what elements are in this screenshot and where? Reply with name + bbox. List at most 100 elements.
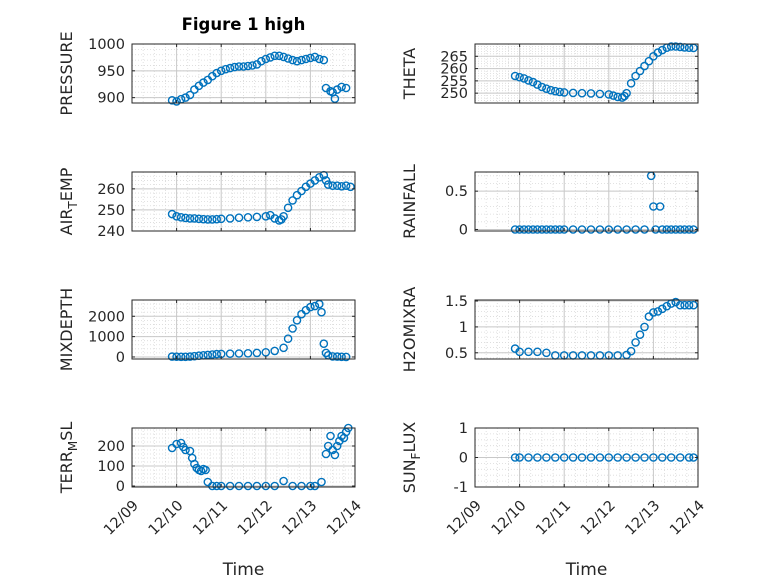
data-point bbox=[542, 348, 551, 358]
data-point bbox=[595, 453, 605, 462]
data-point bbox=[212, 349, 221, 359]
data-point bbox=[341, 83, 351, 93]
data-point bbox=[199, 78, 208, 87]
x-tick-label: 12/11 bbox=[533, 498, 574, 539]
data-point bbox=[551, 86, 560, 96]
y-tick-label: 260 bbox=[97, 182, 125, 198]
data-point bbox=[671, 225, 681, 234]
data-point bbox=[640, 453, 649, 462]
data-point bbox=[675, 453, 685, 462]
data-point bbox=[288, 196, 297, 205]
data-series bbox=[167, 51, 351, 106]
data-point bbox=[283, 54, 293, 63]
data-point bbox=[332, 181, 342, 190]
data-point bbox=[631, 225, 640, 234]
data-point bbox=[519, 74, 529, 83]
axes-box bbox=[474, 299, 699, 360]
data-point bbox=[225, 214, 235, 223]
data-point bbox=[586, 225, 596, 234]
data-point bbox=[317, 477, 326, 487]
data-point bbox=[626, 346, 636, 356]
x-tick-label: 12/10 bbox=[489, 498, 530, 539]
data-point bbox=[248, 61, 257, 70]
major-grid bbox=[474, 300, 699, 359]
data-point bbox=[586, 453, 596, 462]
data-point bbox=[301, 54, 311, 64]
data-point bbox=[167, 352, 177, 361]
data-point bbox=[326, 431, 335, 441]
data-point bbox=[604, 225, 614, 234]
data-point bbox=[510, 71, 520, 81]
data-point bbox=[546, 225, 556, 234]
y-axis-label: PRESSURE bbox=[57, 31, 76, 115]
y-axis-label: H2OMIXRA bbox=[400, 287, 419, 373]
data-point bbox=[212, 214, 221, 224]
y-tick-label: 250 bbox=[97, 203, 125, 219]
data-point bbox=[555, 225, 565, 234]
data-point bbox=[319, 55, 329, 65]
data-point bbox=[546, 85, 556, 95]
data-point bbox=[297, 481, 306, 491]
data-point bbox=[680, 225, 689, 234]
data-point bbox=[551, 225, 560, 234]
data-point bbox=[568, 225, 578, 234]
data-point bbox=[330, 94, 340, 103]
data-point bbox=[239, 62, 248, 71]
data-point bbox=[622, 88, 631, 98]
data-point bbox=[675, 42, 685, 52]
data-point bbox=[658, 225, 667, 234]
data-point bbox=[310, 52, 320, 62]
data-point bbox=[306, 302, 315, 312]
data-point bbox=[675, 225, 685, 234]
subplot-mixdepth: 0 1000 2000 MIXDEPTH bbox=[57, 288, 356, 371]
data-point bbox=[577, 453, 587, 462]
data-point bbox=[595, 225, 605, 234]
subplot-pressure: 900 950 1000 PRESSURE Figure 1 high bbox=[57, 15, 356, 116]
data-point bbox=[234, 481, 244, 491]
data-point bbox=[542, 453, 551, 462]
data-point bbox=[310, 481, 320, 491]
data-point bbox=[292, 56, 302, 66]
data-point bbox=[279, 52, 288, 62]
data-point bbox=[653, 307, 663, 316]
data-point bbox=[542, 225, 551, 234]
y-tick-label: 260 bbox=[440, 62, 468, 78]
data-point bbox=[341, 181, 351, 190]
data-point bbox=[185, 352, 195, 361]
data-point bbox=[510, 453, 520, 462]
x-tick-label: 12/12 bbox=[235, 498, 276, 539]
data-point bbox=[613, 225, 623, 234]
data-point bbox=[671, 42, 681, 51]
data-point bbox=[524, 347, 533, 357]
data-point bbox=[243, 61, 253, 71]
data-point bbox=[225, 63, 235, 73]
data-point bbox=[515, 453, 524, 462]
y-tick-label: 1.5 bbox=[445, 294, 468, 310]
data-point bbox=[283, 203, 293, 213]
data-point bbox=[559, 453, 569, 462]
data-point bbox=[555, 87, 565, 97]
data-point bbox=[533, 453, 542, 462]
data-point bbox=[167, 96, 177, 105]
data-point bbox=[234, 213, 244, 222]
data-point bbox=[537, 82, 547, 92]
data-point bbox=[680, 300, 689, 310]
data-point bbox=[207, 481, 217, 491]
data-point bbox=[181, 445, 190, 455]
data-series bbox=[510, 42, 698, 102]
data-point bbox=[528, 225, 538, 234]
data-point bbox=[658, 453, 667, 462]
data-point bbox=[524, 453, 533, 462]
data-point bbox=[328, 352, 338, 361]
data-series bbox=[167, 170, 355, 225]
axes-box bbox=[474, 171, 699, 232]
data-point bbox=[321, 176, 331, 185]
data-point bbox=[243, 348, 253, 358]
data-point bbox=[559, 88, 569, 97]
data-point bbox=[568, 88, 578, 98]
data-point bbox=[212, 481, 221, 491]
x-tick-label: 12/09 bbox=[101, 498, 142, 539]
data-point bbox=[261, 481, 271, 491]
data-point bbox=[216, 66, 226, 76]
data-point bbox=[330, 450, 340, 460]
